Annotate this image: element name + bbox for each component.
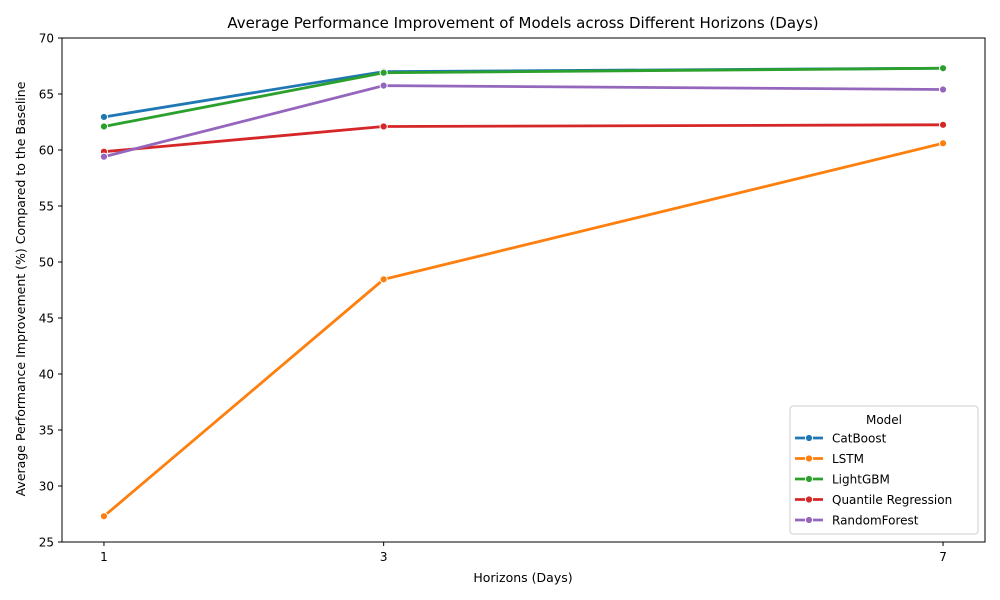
data-point <box>99 512 109 521</box>
legend-label: LightGBM <box>832 473 890 487</box>
y-axis-label: Average Performance Improvement (%) Comp… <box>13 81 28 496</box>
y-tick-label: 50 <box>39 256 54 270</box>
data-point <box>379 68 388 77</box>
legend-swatch-marker <box>804 433 814 443</box>
y-tick-label: 55 <box>39 200 54 214</box>
legend-swatch-marker <box>804 474 814 484</box>
y-axis: 25 30 35 40 45 50 55 60 65 70 <box>39 32 62 550</box>
y-tick-label: 25 <box>39 536 54 550</box>
legend-swatch-marker <box>804 454 814 463</box>
x-tick-label: 1 <box>100 550 108 564</box>
legend-item: CatBoost <box>795 432 887 446</box>
x-tick-label: 3 <box>380 550 388 564</box>
series-catboost <box>99 64 948 122</box>
legend-swatch-marker <box>804 515 814 525</box>
series-lstm <box>99 139 948 521</box>
chart-title: Average Performance Improvement of Model… <box>227 14 818 32</box>
x-tick-label: 7 <box>939 550 947 564</box>
series-lightgbm <box>99 64 948 131</box>
y-tick-label: 40 <box>39 368 54 382</box>
data-point <box>938 139 948 148</box>
legend-title: Model <box>866 413 902 427</box>
data-point <box>379 122 388 131</box>
legend-swatch-marker <box>804 495 814 504</box>
series-layer <box>99 64 948 521</box>
legend-item: Quantile Regression <box>795 493 952 507</box>
y-tick-label: 60 <box>39 144 54 158</box>
plot-frame <box>61 37 986 543</box>
data-point <box>938 85 948 94</box>
data-point <box>379 275 388 284</box>
x-axis-label: Horizons (Days) <box>473 570 572 585</box>
data-point <box>938 64 948 73</box>
series-line <box>102 66 945 119</box>
y-tick-label: 45 <box>39 312 54 326</box>
y-tick-label: 35 <box>39 424 54 438</box>
legend: Model CatBoost LSTM LightGBM Quantile Regres… <box>789 405 979 535</box>
legend-label: CatBoost <box>832 432 887 446</box>
legend-label: LSTM <box>832 452 864 466</box>
y-tick-label: 70 <box>39 32 54 46</box>
legend-item: LSTM <box>795 452 864 466</box>
legend-label: RandomForest <box>832 514 919 528</box>
x-axis: 1 3 7 <box>100 542 947 564</box>
data-point <box>99 112 109 122</box>
y-tick-label: 30 <box>39 480 54 494</box>
data-point <box>99 152 109 161</box>
plot-area <box>61 37 986 543</box>
data-point <box>99 122 109 131</box>
series-line <box>102 123 945 154</box>
data-point <box>938 120 948 129</box>
legend-label: Quantile Regression <box>832 493 952 507</box>
data-point <box>379 81 388 90</box>
series-randomforest <box>99 81 948 161</box>
legend-item: LightGBM <box>795 473 890 487</box>
y-tick-label: 65 <box>39 88 54 102</box>
legend-item: RandomForest <box>795 514 919 528</box>
legend-box <box>789 405 979 535</box>
